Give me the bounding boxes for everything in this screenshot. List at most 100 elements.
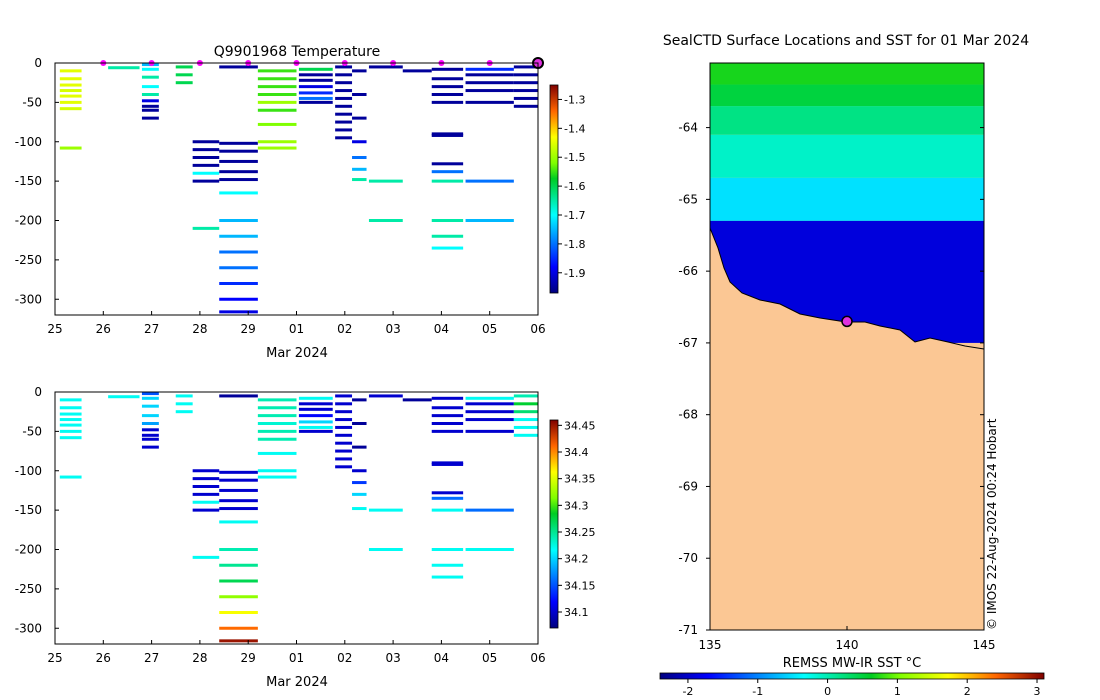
profile-cell — [141, 428, 159, 432]
profile-cell — [219, 470, 258, 474]
y-tick-label: -50 — [22, 424, 42, 438]
profile-cell — [298, 402, 333, 406]
profile-cell — [465, 100, 514, 104]
profile-cell — [257, 122, 297, 126]
profile-cell — [141, 75, 159, 79]
colorbar-tick-label: -1.5 — [564, 151, 585, 164]
profile-cell — [219, 266, 258, 270]
sst-colorbar-tick-label: -2 — [682, 685, 693, 698]
profile-cell — [465, 429, 514, 433]
profile-cell — [219, 178, 258, 182]
profile-cell — [141, 404, 159, 408]
profile-cell — [257, 85, 297, 89]
x-tick-label: 06 — [530, 322, 545, 336]
profile-cell — [141, 437, 159, 441]
sst-colorbar-tick-label: -1 — [752, 685, 763, 698]
y-tick-label: -250 — [15, 582, 42, 596]
profile-cell — [219, 149, 258, 153]
profile-cell — [219, 478, 258, 482]
colorbar-tick-label: 34.25 — [564, 526, 596, 539]
profile-cell — [219, 394, 258, 398]
colorbar-tick-label: -1.3 — [564, 93, 585, 106]
profile-cell — [431, 246, 464, 250]
sst-band — [710, 106, 984, 135]
profile-cell — [465, 418, 514, 422]
profile-cell — [219, 310, 258, 314]
coastline — [709, 227, 985, 350]
profile-cell — [192, 226, 220, 230]
profile-cell — [219, 191, 258, 195]
profile-cell — [141, 396, 159, 400]
sst-map-panel: SealCTD Surface Locations and SST for 01… — [659, 33, 1045, 698]
sst-band — [710, 134, 984, 178]
profile-cell — [298, 73, 333, 77]
profile-cell — [465, 73, 514, 77]
map-x-tick-label: 135 — [699, 638, 722, 652]
profile-cell — [431, 170, 464, 174]
profile-cell — [465, 81, 514, 85]
profile-cell — [59, 94, 82, 98]
profile-cell — [513, 81, 538, 85]
profile-cell — [431, 496, 464, 500]
profile-cell — [175, 402, 193, 406]
y-tick-label: -200 — [15, 543, 42, 557]
x-tick-label: 06 — [530, 651, 545, 665]
y-tick-label: -300 — [15, 621, 42, 635]
x-tick-label: 29 — [241, 322, 256, 336]
profile-cell — [335, 394, 353, 398]
profile-cell — [513, 73, 538, 77]
x-tick-label: 27 — [144, 651, 159, 665]
colorbar-tick-label: 34.35 — [564, 473, 596, 486]
profile-cell — [513, 89, 538, 93]
profile-cell — [219, 548, 258, 551]
profile-cell — [335, 81, 353, 85]
profile-cell — [335, 465, 353, 469]
salinity-axes-frame — [54, 391, 539, 645]
profile-cell — [59, 418, 82, 422]
profile-cell — [368, 219, 403, 222]
profile-cell — [219, 499, 258, 503]
profile-cell — [175, 394, 193, 398]
profile-cell — [219, 141, 258, 145]
x-tick-label: 26 — [96, 322, 111, 336]
profile-cell — [465, 508, 514, 512]
profile-cell — [192, 156, 220, 159]
profile-cell — [175, 410, 193, 414]
profile-cell — [431, 93, 464, 96]
sst-colorbar-label: REMSS MW-IR SST °C — [783, 656, 922, 671]
x-tick-label: 28 — [192, 322, 207, 336]
profile-cell — [59, 398, 82, 402]
x-tick-label: 01 — [289, 322, 304, 336]
profile-cell — [335, 449, 353, 453]
profile-cell — [352, 492, 367, 496]
colorbar-tick-label: -1.7 — [564, 209, 585, 222]
y-tick-label: -250 — [15, 253, 42, 267]
profile-cell — [59, 475, 82, 479]
x-tick-label: 27 — [144, 322, 159, 336]
profile-cell — [219, 563, 258, 567]
profile-cell — [431, 132, 464, 136]
profile-cell — [465, 410, 514, 414]
profile-cell — [59, 83, 82, 87]
x-tick-label: 25 — [47, 322, 62, 336]
sst-band — [710, 63, 984, 85]
y-tick-label: -150 — [15, 174, 42, 188]
profile-cell — [352, 481, 367, 485]
profile-cell — [141, 104, 159, 108]
profile-cell — [59, 429, 82, 433]
map-x-tick-label: 145 — [973, 638, 996, 652]
profile-cell — [335, 73, 353, 77]
map-y-tick-label: -71 — [678, 623, 698, 637]
profile-cell — [141, 445, 159, 449]
profile-cell — [352, 398, 367, 402]
profile-cell — [335, 410, 353, 414]
y-tick-label: 0 — [34, 56, 42, 70]
profile-cell — [219, 579, 258, 583]
temperature-axes-frame — [54, 62, 539, 316]
float-location-marker — [841, 315, 853, 328]
profile-cell — [59, 69, 82, 73]
map-y-tick-label: -69 — [678, 479, 698, 493]
temperature-xlabel: Mar 2024 — [266, 346, 328, 361]
map-y-tick-label: -67 — [678, 336, 698, 350]
